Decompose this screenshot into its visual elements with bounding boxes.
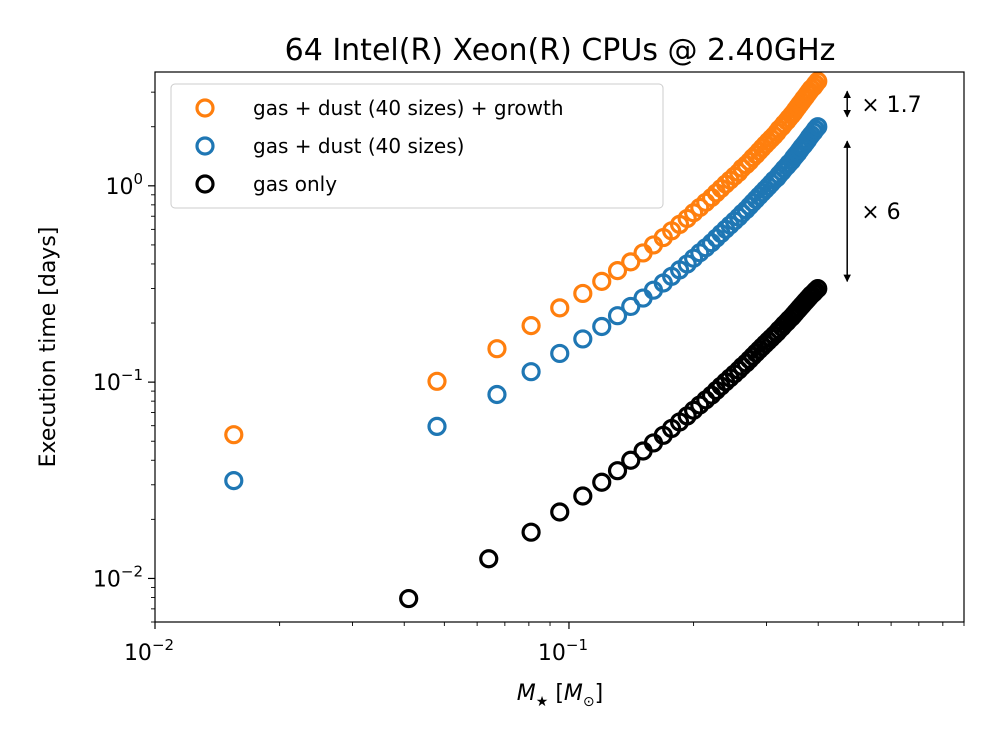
legend-marker — [195, 136, 215, 156]
data-point — [427, 371, 447, 391]
data-point — [808, 279, 828, 299]
y-tick-label: 10−2 — [93, 562, 143, 592]
ratio-label: × 1.7 — [861, 93, 921, 118]
x-axis: 10−2 10−1 — [124, 622, 965, 666]
data-point — [607, 461, 628, 481]
y-axis-label: Execution time [days] — [36, 227, 61, 468]
legend-marker — [195, 174, 215, 194]
data-point — [521, 362, 541, 382]
ratio-label: × 6 — [861, 200, 900, 225]
legend-label: gas + dust (40 sizes) + growth — [253, 96, 564, 120]
legend-label: gas + dust (40 sizes) — [253, 134, 464, 158]
chart-title: 64 Intel(R) Xeon(R) CPUs @ 2.40GHz — [285, 33, 836, 68]
x-axis-label: M★ [M⊙] — [517, 681, 603, 710]
data-point — [805, 74, 826, 94]
data-point — [808, 117, 828, 137]
data-point — [550, 298, 570, 318]
data-point — [573, 283, 593, 304]
data-point — [224, 471, 244, 491]
y-tick-label: 10−1 — [93, 366, 143, 396]
data-point — [621, 252, 641, 272]
y-tick-label: 100 — [105, 170, 143, 200]
data-point — [550, 343, 570, 364]
data-point — [550, 502, 570, 522]
x-tick-label: 10−2 — [124, 636, 174, 666]
data-point — [573, 329, 593, 349]
x-tick-label: 10−1 — [538, 636, 588, 666]
data-point — [487, 339, 507, 359]
series-0 — [224, 71, 828, 445]
data-point — [487, 384, 507, 405]
legend: gas + dust (40 sizes) + growth gas + dust… — [170, 83, 664, 209]
data-point — [805, 119, 826, 139]
data-point — [592, 316, 612, 337]
data-point — [521, 316, 541, 336]
data-point — [592, 271, 612, 291]
data-point — [607, 260, 628, 281]
legend-label: gas only — [253, 172, 337, 196]
data-point — [607, 306, 628, 326]
data-point — [621, 450, 641, 470]
data-point — [805, 281, 826, 301]
series-2 — [399, 279, 828, 609]
ratio-annotations: × 1.7 × 6 — [843, 90, 922, 283]
data-point — [592, 472, 612, 492]
series-1 — [224, 117, 828, 491]
legend-box — [170, 83, 664, 209]
data-point — [224, 425, 244, 445]
data-point — [573, 486, 593, 506]
legend-marker — [195, 98, 215, 118]
data-point — [399, 588, 419, 609]
plot-area — [224, 71, 828, 609]
data-point — [521, 522, 541, 542]
y-axis: 10−2 10−1 100 — [93, 91, 155, 623]
data-point — [479, 549, 499, 569]
plot-frame — [154, 71, 965, 623]
data-point — [808, 71, 828, 91]
data-point — [427, 416, 447, 436]
